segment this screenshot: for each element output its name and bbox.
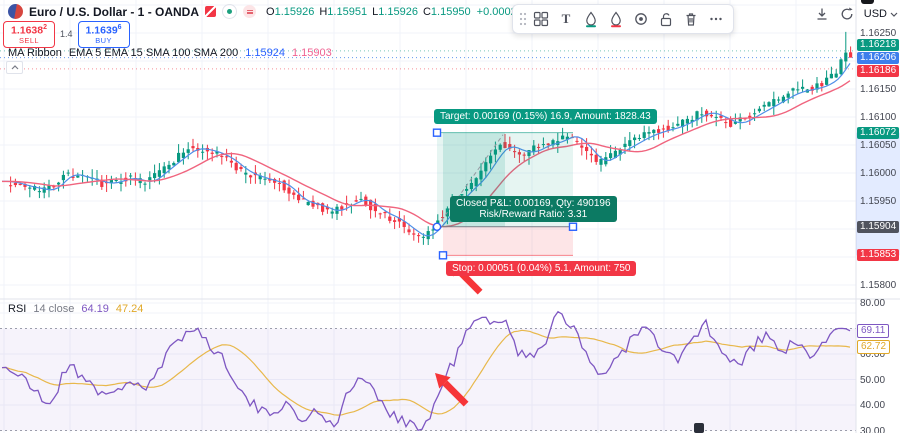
drag-handle-icon[interactable] (518, 7, 528, 31)
price-axis-label: 1.16050 (860, 140, 897, 151)
rsi-params: 14 close (33, 303, 75, 315)
price-axis-label: 1.15950 (860, 196, 897, 207)
position-handle[interactable] (568, 222, 578, 231)
oanda-logo-icon (205, 6, 217, 17)
paint-color-up-icon[interactable] (579, 7, 603, 31)
candlestick-series (9, 31, 853, 246)
position-handle[interactable] (432, 128, 442, 137)
rsi-axis-label: 60.00 (860, 349, 886, 360)
lock-open-icon[interactable] (654, 7, 678, 31)
rsi-badge: 69.11 (857, 323, 890, 338)
price-badge: 1.16206 (857, 52, 900, 64)
rsi-ma-value: 47.24 (115, 303, 144, 315)
ohlc-l: L1.15926 (372, 5, 418, 18)
rsi-badge: 62.72 (857, 340, 891, 355)
download-icon[interactable] (814, 6, 830, 22)
rsi-lines (1, 310, 851, 431)
ohlc-o: O1.15926 (266, 5, 315, 18)
currency-selector[interactable]: USD (864, 8, 898, 20)
price-badge: 1.16218 (857, 39, 900, 51)
reset-view-icon[interactable] (839, 6, 855, 22)
buy-label: BUY (95, 35, 112, 45)
sell-button[interactable]: 1.16382 SELL (3, 21, 56, 48)
symbol-title[interactable]: Euro / U.S. Dollar - 1 - OANDA (29, 4, 200, 19)
text-tool-icon[interactable]: T (554, 7, 578, 31)
symbol-header: Euro / U.S. Dollar - 1 - OANDA O1.15926 H… (8, 4, 571, 19)
rsi-axis-label: 30.00 (860, 425, 886, 433)
chevron-up-icon (11, 65, 18, 70)
position-entry-handle[interactable] (432, 222, 442, 232)
price-badge: 1.16072 (857, 126, 900, 139)
ma-ribbon-params: EMA 5 EMA 15 SMA 100 SMA 200 (68, 47, 239, 59)
rsi-title: RSI (8, 303, 27, 315)
buy-price: 1.1639 (85, 24, 118, 37)
price-axis-label: 1.16000 (860, 168, 897, 179)
buy-button[interactable]: 1.16396 BUY (77, 21, 130, 48)
ma-ribbon-legend[interactable]: MA Ribbon EMA 5 EMA 15 SMA 100 SMA 200 1… (8, 47, 332, 59)
platform-watermark-icon (694, 423, 704, 433)
currency-label: USD (863, 8, 887, 20)
rsi-axis-label: 50.00 (860, 374, 886, 386)
position-handle[interactable] (438, 251, 448, 260)
price-badge: 1.16186 (857, 65, 900, 77)
paint-color-down-icon[interactable] (604, 7, 628, 31)
pnl-line1: Closed P&L: 0.00169, Qty: 490196 (456, 198, 611, 209)
settings-target-icon[interactable] (629, 7, 653, 31)
price-axis-label: 1.15800 (860, 280, 897, 291)
market-status-open-icon[interactable] (222, 4, 238, 19)
chevron-down-icon (890, 12, 898, 17)
ohlc-c: C1.15950 (422, 5, 471, 18)
top-right-controls: USD (814, 6, 898, 22)
corner-artifact (861, 0, 874, 4)
trade-panel: 1.16382 SELL 1.4 1.16396 BUY (3, 21, 130, 48)
ohlc-h: H1.15951 (319, 5, 368, 18)
drawing-toolbar: T (512, 4, 734, 34)
sell-label: SELL (19, 35, 39, 45)
price-axis-label: 1.16150 (860, 84, 897, 95)
legend-collapse-button[interactable] (6, 61, 23, 74)
ma-ribbon-lines (2, 63, 851, 237)
buy-price-sup: 6 (117, 24, 122, 31)
sell-price-sup: 2 (43, 24, 48, 31)
sell-price: 1.1638 (11, 24, 44, 37)
price-axis-label: 1.16100 (860, 112, 897, 123)
price-badge: 1.15853 (857, 249, 900, 262)
annotation-arrow (435, 373, 469, 407)
data-status-icon[interactable] (243, 5, 257, 18)
spread-value: 1.4 (60, 29, 73, 40)
ohlc-values: O1.15926 H1.15951 L1.15926 C1.15950 (266, 6, 471, 18)
rsi-legend[interactable]: RSI 14 close 64.19 47.24 (8, 303, 143, 315)
price-badge: 1.15904 (857, 220, 900, 233)
ma-slow-value: 1.15903 (291, 47, 332, 59)
trash-icon[interactable] (679, 7, 703, 31)
long-position-tool[interactable] (432, 128, 578, 260)
position-target-label[interactable]: Target: 0.00169 (0.15%) 16.9, Amount: 18… (434, 109, 657, 124)
price-axis-label: 1.16250 (860, 28, 897, 39)
ma-ribbon-title: MA Ribbon (8, 47, 62, 59)
symbol-logo-icon (8, 4, 23, 19)
rsi-axis-label: 80.00 (860, 298, 886, 309)
position-stop-label[interactable]: Stop: 0.00051 (0.04%) 5.1, Amount: 750 (446, 261, 637, 276)
rsi-axis-label: 40.00 (860, 400, 886, 411)
layout-grid-icon[interactable] (529, 7, 553, 31)
rsi-value: 64.19 (81, 303, 109, 315)
position-pnl-label[interactable]: Closed P&L: 0.00169, Qty: 490196 Risk/Re… (450, 196, 617, 222)
svg-text:T: T (562, 11, 571, 26)
ma-fast-value: 1.15924 (245, 47, 285, 59)
pnl-line2: Risk/Reward Ratio: 3.31 (479, 209, 588, 220)
more-options-icon[interactable] (704, 7, 728, 31)
